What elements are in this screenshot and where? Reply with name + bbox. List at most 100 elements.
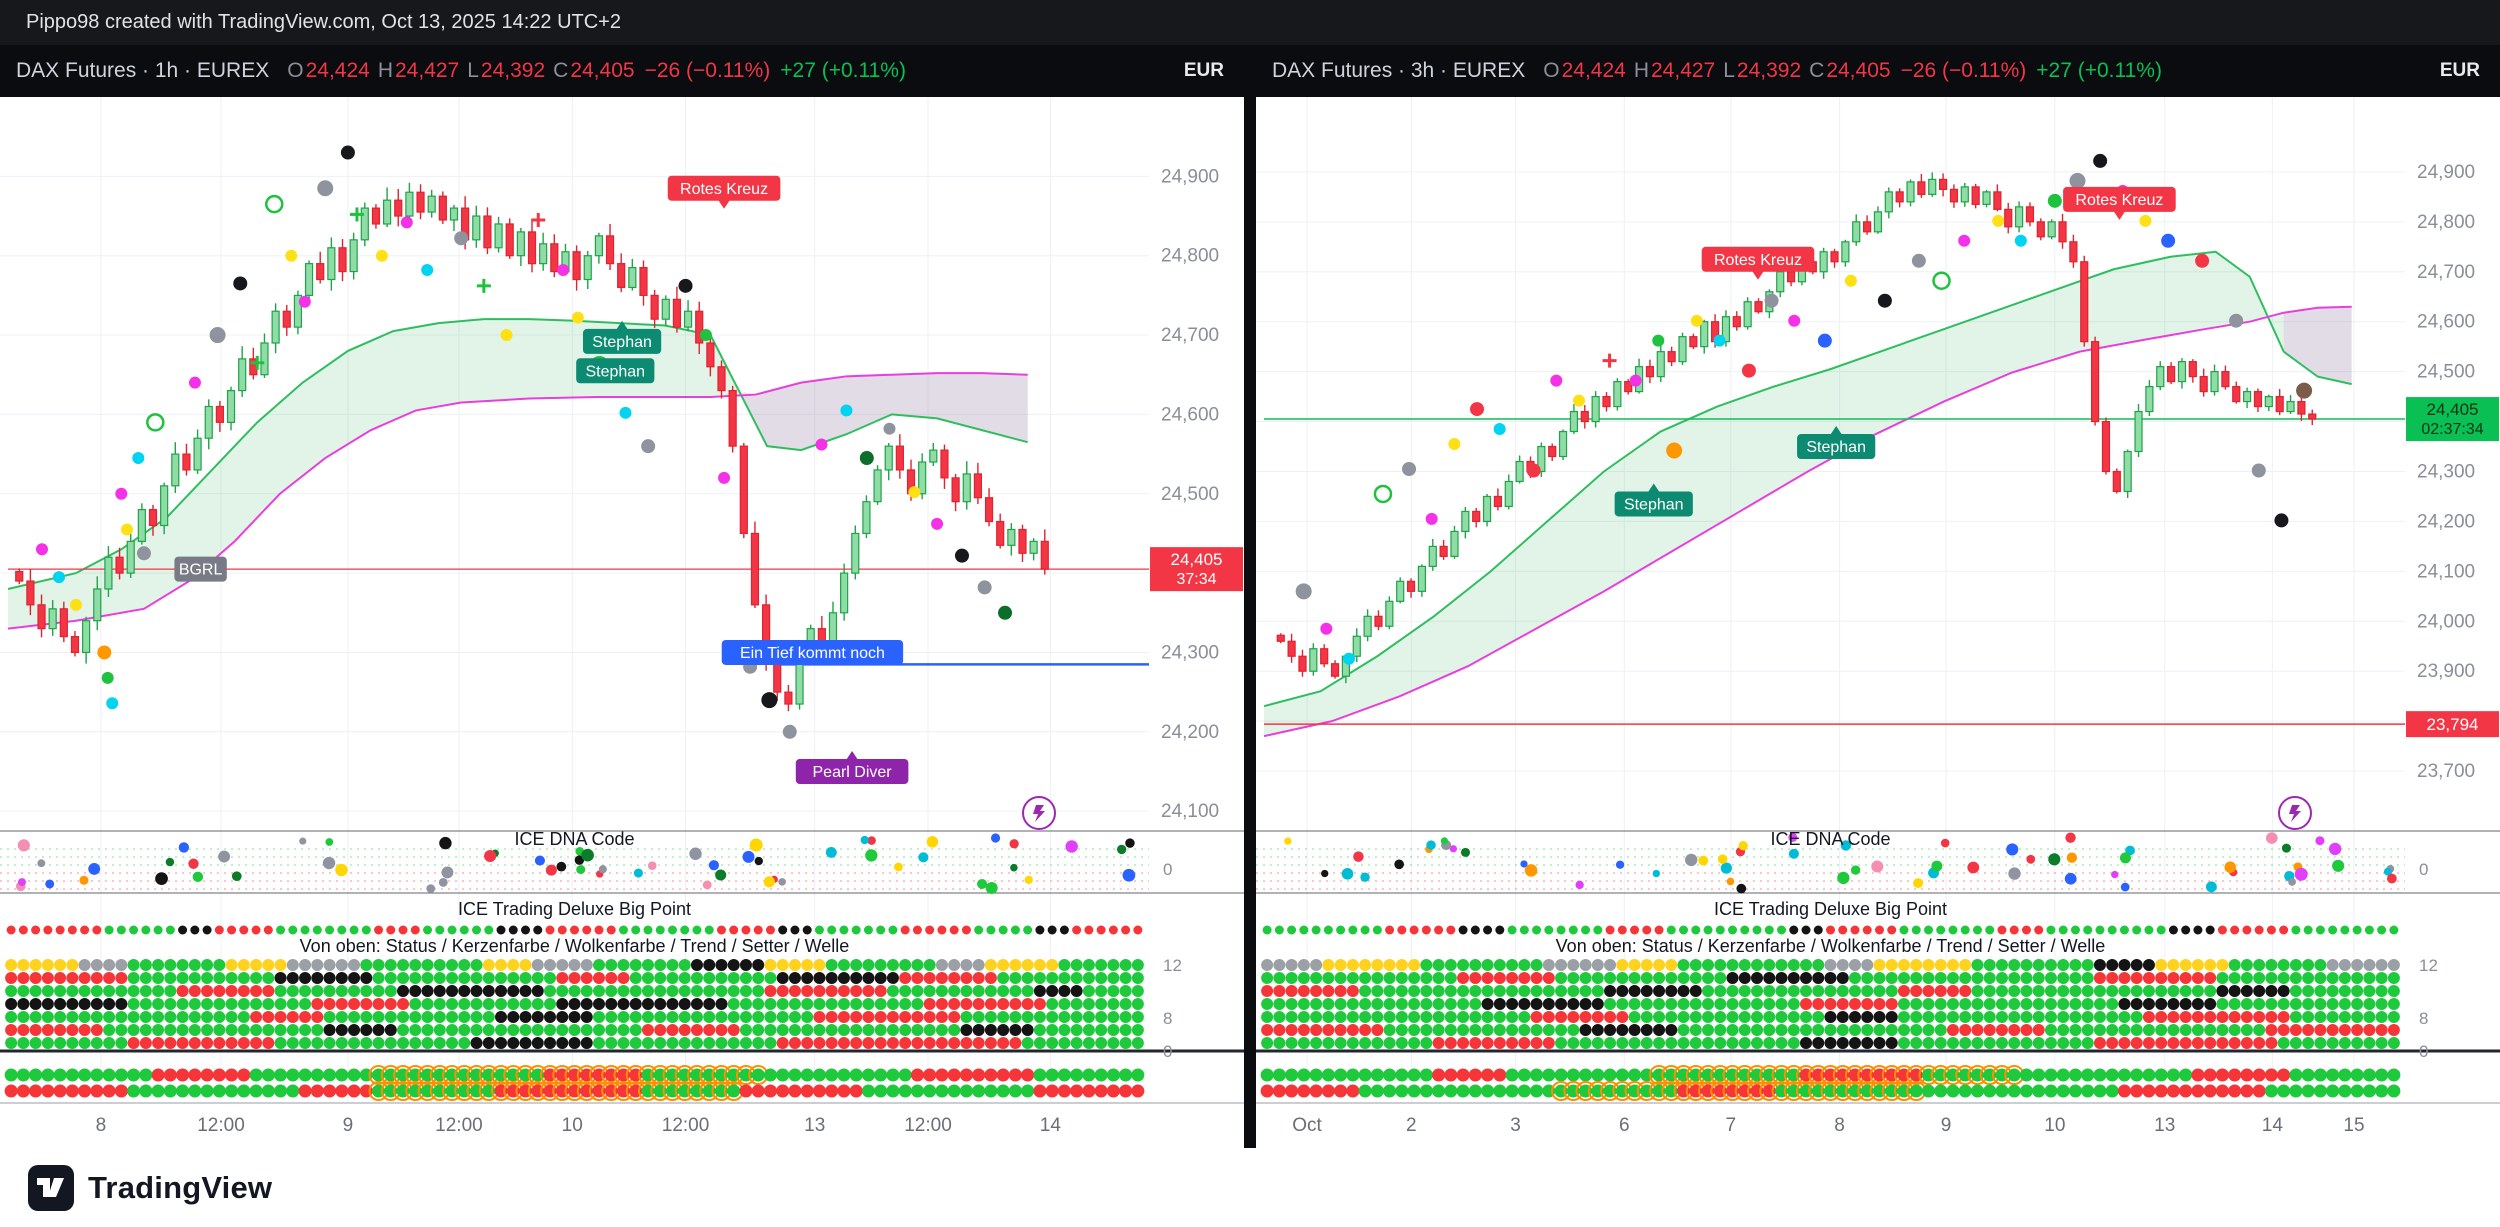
signal-dot-marker (233, 276, 248, 291)
signal-dot-marker (1320, 622, 1333, 635)
signal-dot-marker (998, 605, 1013, 620)
time-axis-label: Oct (1292, 1115, 1322, 1136)
signal-dot-marker (2229, 313, 2244, 328)
signal-dot-marker (400, 216, 413, 229)
chart-note-label[interactable]: Rotes Kreuz (667, 175, 781, 209)
signal-dot-marker (35, 543, 48, 556)
footer-bar: TradingView (0, 1148, 2500, 1227)
time-axis-label: 3 (1510, 1115, 1521, 1136)
chart-panels: DAX Futures · 1h · EUREX O 24,424 H 24,427… (0, 45, 2500, 1148)
quick-trade-bolt-icon[interactable] (1022, 796, 1056, 830)
signal-dot-marker (106, 697, 119, 710)
chart-header-1h: DAX Futures · 1h · EUREX O 24,424 H 24,427… (0, 45, 1244, 97)
chart-note-label[interactable]: Stephan (582, 320, 662, 354)
time-axis-label: 10 (562, 1115, 583, 1136)
signal-dot-marker (188, 376, 201, 389)
signal-dot-marker (285, 249, 298, 262)
symbol-title[interactable]: DAX Futures · 3h · EUREX (1272, 59, 1526, 82)
svg-text:0: 0 (1163, 1042, 1172, 1061)
signal-dot-marker (1817, 333, 1832, 348)
change-value: −26 (−0.11%) (1900, 59, 2027, 82)
signal-dot-marker (500, 329, 513, 342)
price-axis-label: 24,800 (2417, 212, 2475, 233)
signal-dot-marker (815, 438, 828, 451)
signal-dot-marker (1764, 293, 1779, 308)
signal-dot-marker (2296, 382, 2313, 399)
chart-note-label[interactable]: Stephan (576, 358, 655, 384)
signal-dot-marker (101, 671, 114, 684)
chart-note-label[interactable]: Pearl Diver (795, 750, 909, 784)
signal-dot-marker (52, 571, 65, 584)
last-price-badge: 23,794 (2406, 711, 2499, 738)
svg-text:0: 0 (2419, 1042, 2428, 1061)
signal-dot-marker (454, 231, 469, 246)
svg-text:12: 12 (1163, 956, 1182, 975)
price-chart-3h[interactable]: Rotes Kreuz Rotes Kreuz Stephan Stephan ICE … (1256, 97, 2500, 1148)
time-axis-label: 14 (2262, 1115, 2284, 1136)
signal-ring-marker (265, 194, 284, 214)
signal-dot-marker (557, 263, 570, 276)
signal-dot-marker (1741, 363, 1756, 378)
signal-dot-marker (908, 486, 921, 499)
ohlc-close-value: 24,405 (570, 59, 635, 82)
chart-note-label[interactable]: Ein Tief kommt noch (721, 639, 904, 665)
signal-dot-marker (1690, 314, 1703, 327)
price-axis-label: 24,700 (2417, 262, 2475, 283)
svg-text:02:37:34: 02:37:34 (2421, 421, 2483, 438)
chart-panel-1h: DAX Futures · 1h · EUREX O 24,424 H 24,427… (0, 45, 1244, 1148)
signal-dot-marker (2251, 463, 2266, 478)
signal-dot-marker (1629, 374, 1642, 387)
price-axis-label: 24,500 (1161, 484, 1219, 505)
svg-text:Stephan: Stephan (1806, 439, 1866, 456)
svg-text:Rotes Kreuz: Rotes Kreuz (2075, 192, 2163, 209)
signal-dot-marker (209, 327, 226, 344)
signal-dot-marker (1666, 442, 1683, 459)
ohlc-low-value: 24,392 (480, 59, 546, 82)
brand-wordmark: TradingView (88, 1169, 273, 1205)
svg-text:0: 0 (2419, 860, 2428, 879)
pane-subtitle-bigpoint: Von oben: Status / Kerzenfarbe / Wolkenf… (1556, 936, 2106, 956)
svg-text:37:34: 37:34 (1176, 571, 1216, 588)
signal-dot-marker (2274, 513, 2289, 528)
signal-dot-marker (619, 406, 632, 419)
price-axis-label: 23,900 (2417, 661, 2475, 682)
signal-dot-marker (1470, 402, 1485, 417)
time-axis-label: 12:00 (197, 1115, 245, 1136)
signal-dot-marker (977, 580, 992, 595)
pane-title-dna: ICE DNA Code (514, 829, 634, 849)
chart-note-label[interactable]: Stephan (1797, 426, 1876, 460)
signal-dot-marker (641, 439, 656, 454)
price-axis-label: 24,000 (2417, 611, 2475, 632)
ohlc-low-key: L (467, 59, 479, 82)
time-axis-label: 12:00 (662, 1115, 710, 1136)
signal-dot-marker (1788, 314, 1801, 327)
price-chart-1h[interactable]: Rotes Kreuz Stephan Stephan BGRL Ein Tief ko… (0, 97, 1244, 1148)
price-axis-label: 24,600 (1161, 404, 1219, 425)
signal-ring-marker (146, 413, 165, 432)
svg-text:Stephan: Stephan (585, 363, 645, 380)
signal-dot-marker (2195, 253, 2210, 268)
tradingview-logo-link[interactable]: TradingView (28, 1164, 273, 1211)
signal-ring-marker (1932, 271, 1951, 290)
chart-note-label[interactable]: Rotes Kreuz (2063, 186, 2176, 220)
svg-text:BGRL: BGRL (179, 562, 223, 579)
time-axis-label: 2 (1406, 1115, 1417, 1136)
chart-note-label[interactable]: BGRL (174, 556, 227, 582)
ohlc-low-value: 24,392 (1736, 59, 1802, 82)
chart-note-label[interactable]: Stephan (1614, 483, 1693, 517)
pane-title-bigpoint: ICE Trading Deluxe Big Point (458, 899, 691, 919)
signal-dot-marker (1572, 394, 1585, 407)
symbol-title[interactable]: DAX Futures · 1h · EUREX (16, 59, 270, 82)
signal-dot-marker (69, 598, 82, 611)
svg-text:8: 8 (2419, 1009, 2428, 1028)
signal-dot-marker (2093, 153, 2108, 168)
ohlc-open-key: O (287, 59, 304, 82)
signal-dot-marker (97, 645, 112, 660)
quick-trade-bolt-icon[interactable] (2278, 796, 2312, 830)
chart-note-label[interactable]: Rotes Kreuz (1701, 246, 1815, 280)
svg-text:23,794: 23,794 (2427, 715, 2479, 734)
signal-dot-marker (132, 452, 145, 465)
signal-dot-marker (1526, 463, 1541, 478)
signal-dot-marker (2047, 193, 2062, 208)
ohlc-high-key: H (377, 59, 393, 82)
